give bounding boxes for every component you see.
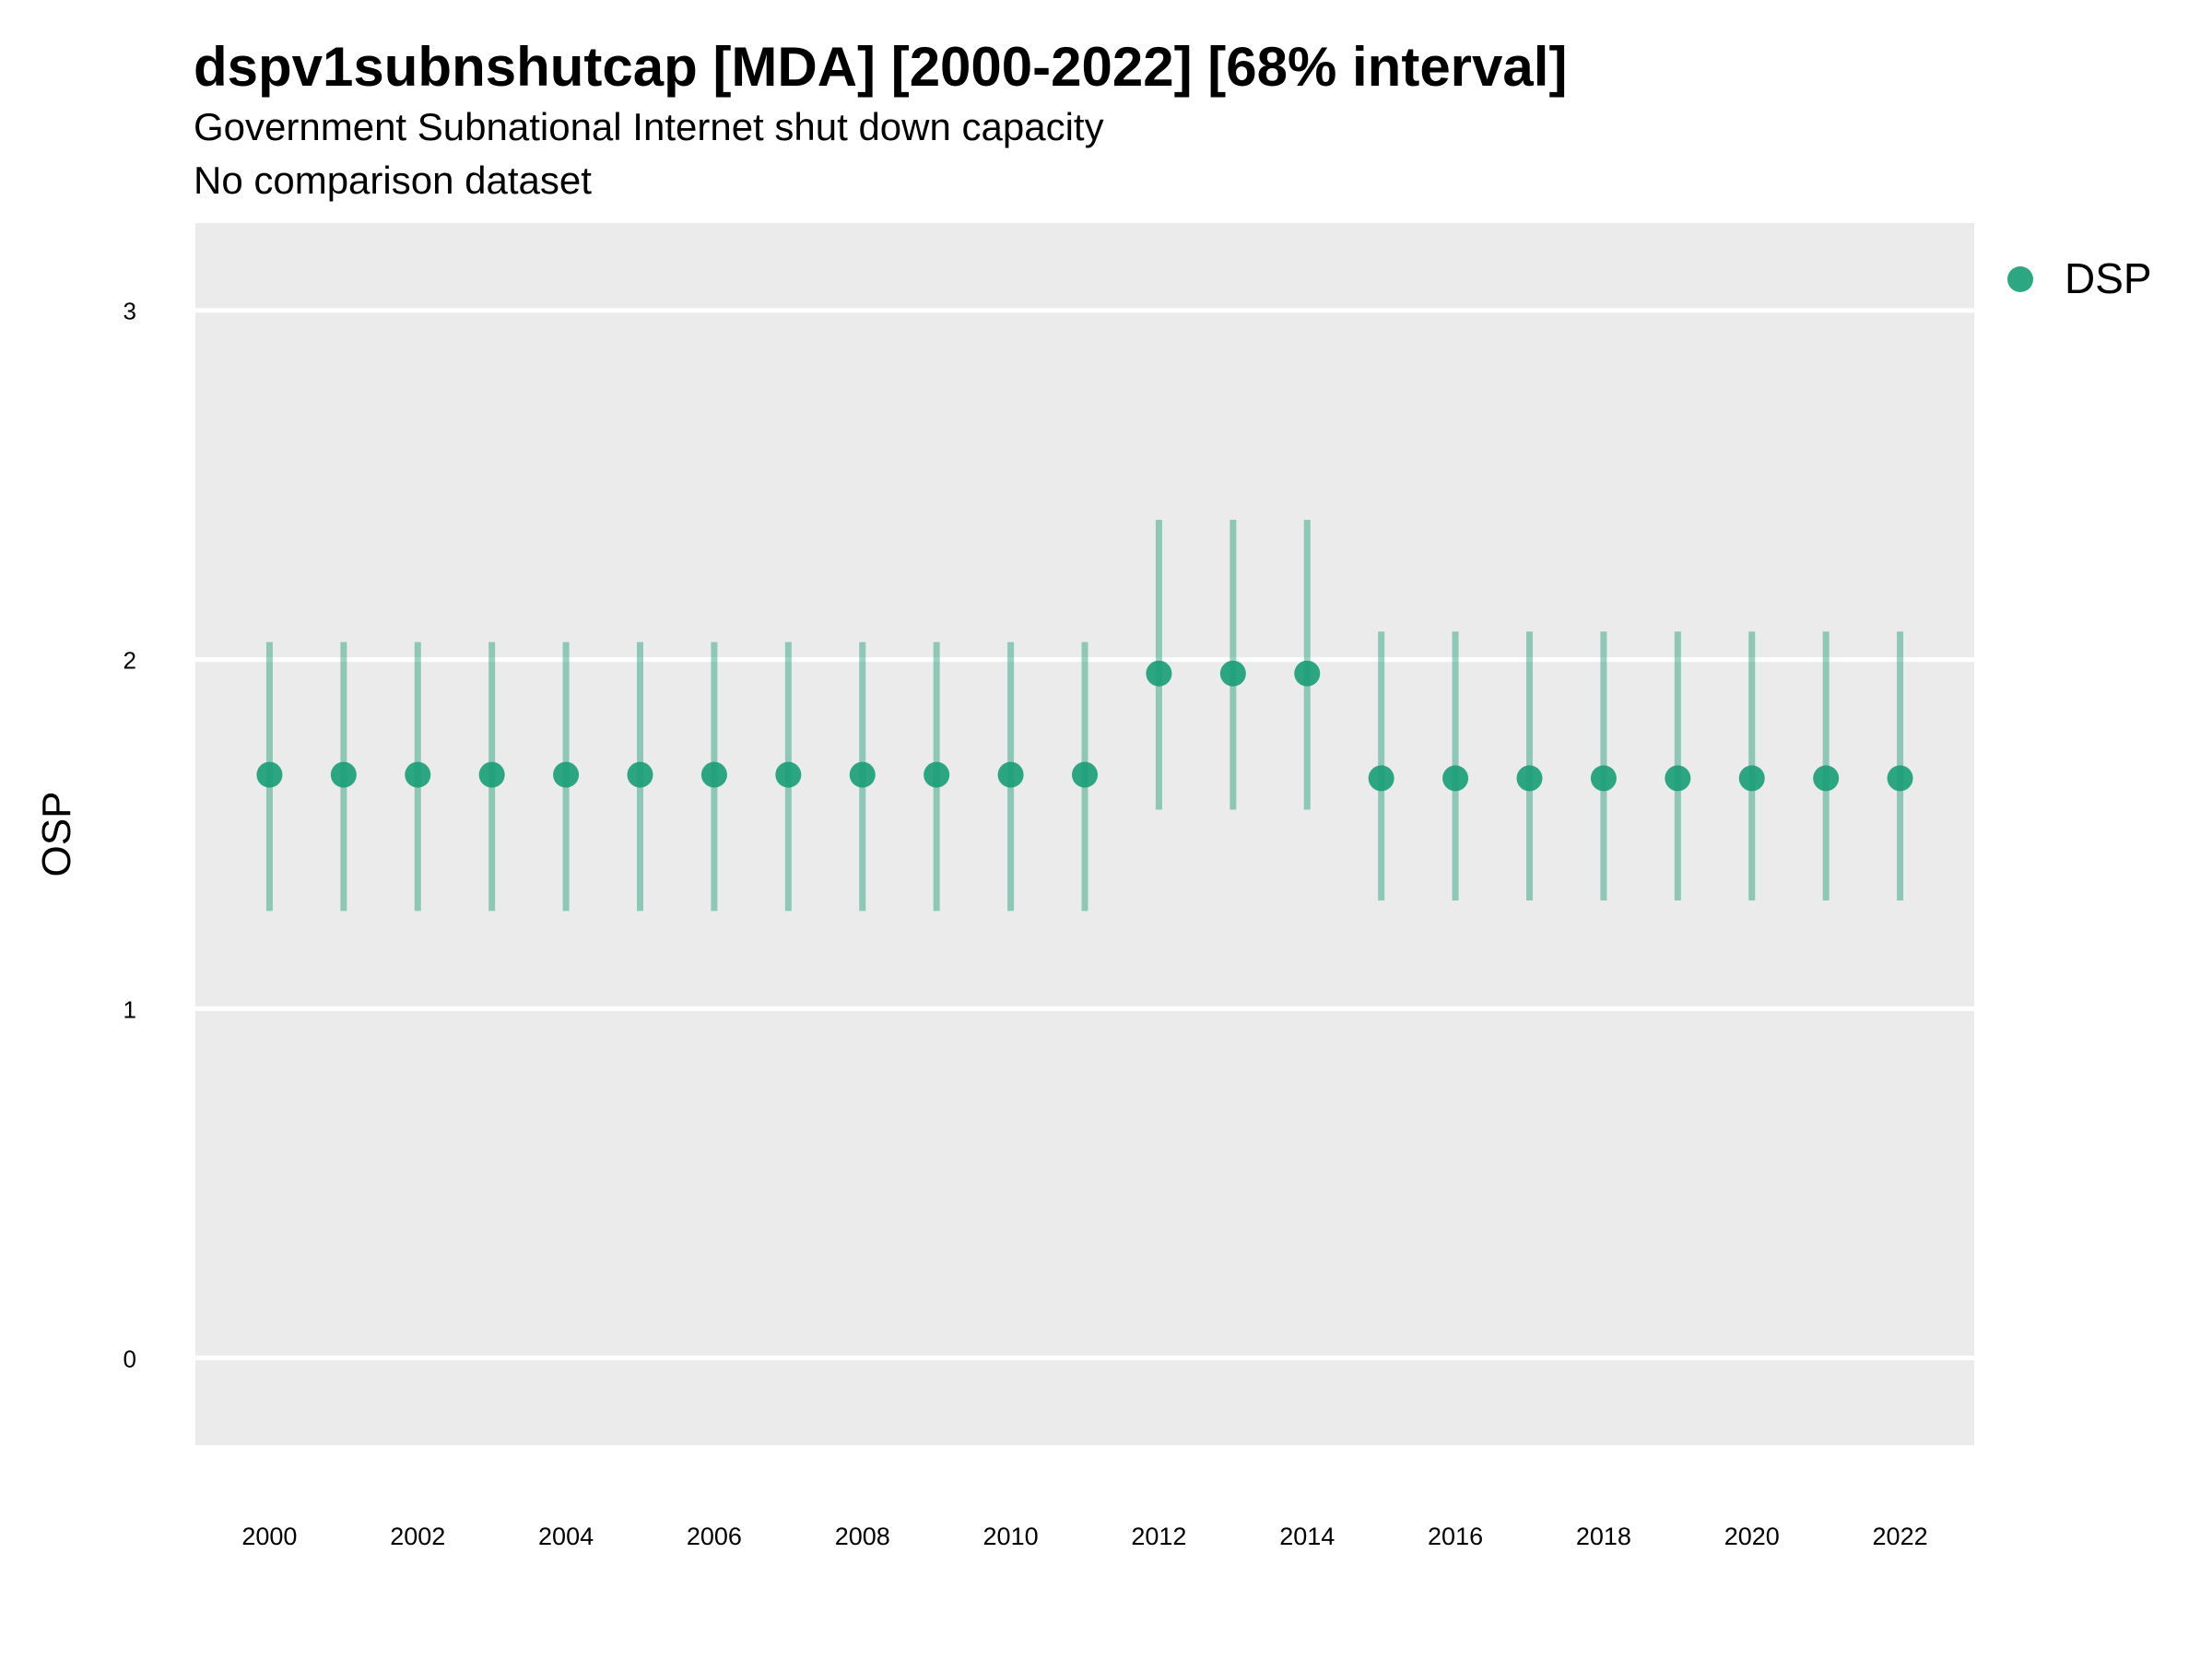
chart-subtitle: Government Subnational Internet shut dow… (194, 105, 1104, 148)
chart-title: dspv1subnshutcap [MDA] [2000-2022] [68% … (194, 36, 1568, 98)
data-point (1590, 765, 1617, 792)
data-point (1146, 660, 1172, 687)
x-tick-label: 2008 (835, 1523, 890, 1550)
legend: DSP (2007, 254, 2152, 302)
legend-label-dsp: DSP (2065, 254, 2152, 302)
data-point (997, 761, 1024, 788)
x-tick-label: 2020 (1724, 1523, 1780, 1550)
data-point (478, 761, 505, 788)
data-point (775, 761, 802, 788)
y-tick-label: 3 (124, 298, 136, 325)
data-point (924, 761, 950, 788)
x-tick-label: 2004 (538, 1523, 594, 1550)
data-point (1442, 765, 1469, 792)
x-tick-label: 2010 (983, 1523, 1039, 1550)
x-tick-label: 2006 (687, 1523, 742, 1550)
x-tick-label: 2000 (241, 1523, 297, 1550)
data-point (1368, 765, 1394, 792)
data-point (1072, 761, 1098, 788)
data-point (700, 761, 727, 788)
chart-subtitle-comparison: No comparison dataset (194, 159, 592, 202)
x-tick-label: 2014 (1279, 1523, 1335, 1550)
y-tick-label: 0 (124, 1345, 136, 1372)
x-tick-label: 2016 (1428, 1523, 1483, 1550)
data-point (553, 761, 580, 788)
data-point (1516, 765, 1543, 792)
data-point (1294, 660, 1321, 687)
data-point (1813, 765, 1840, 792)
gridlines (157, 308, 1974, 1360)
x-tick-label: 2022 (1873, 1523, 1928, 1550)
data-point (1887, 765, 1913, 792)
y-tick-label: 2 (124, 647, 136, 675)
data-point (330, 761, 357, 788)
data-point (256, 761, 283, 788)
data-points (256, 660, 1913, 792)
x-tick-label: 2012 (1131, 1523, 1186, 1550)
x-tick-labels: 2000 2002 2004 2006 2008 2010 2012 2014 2016 2018… (241, 1523, 1927, 1550)
x-tick-label: 2002 (390, 1523, 445, 1550)
y-tick-labels: 0 1 2 3 (124, 298, 136, 1373)
legend-marker-dsp (2007, 266, 2033, 292)
data-point (627, 761, 653, 788)
data-point (1665, 765, 1691, 792)
y-axis-label: OSP (34, 792, 79, 877)
data-point (849, 761, 876, 788)
data-point (1219, 660, 1246, 687)
x-tick-label: 2018 (1576, 1523, 1631, 1550)
data-point (1738, 765, 1765, 792)
y-tick-label: 1 (124, 995, 136, 1023)
data-point (405, 761, 431, 788)
plot-panel (195, 223, 1974, 1445)
